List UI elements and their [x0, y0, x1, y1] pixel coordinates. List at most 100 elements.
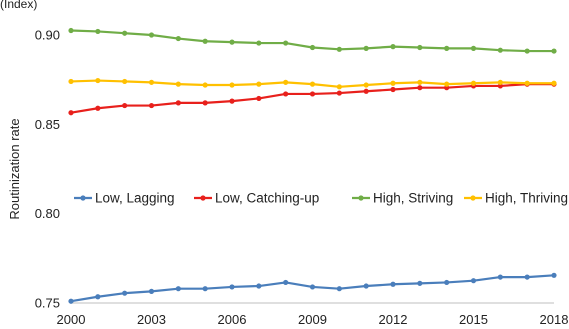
data-point: [551, 272, 557, 278]
data-point: [229, 284, 235, 290]
data-point: [444, 85, 450, 91]
data-point: [390, 86, 396, 93]
data-point: [229, 98, 235, 104]
data-point: [256, 40, 262, 46]
data-point: [390, 281, 396, 287]
legend-swatch-marker: [470, 195, 476, 201]
legend-label: High, Striving: [373, 191, 453, 206]
data-point: [283, 279, 289, 286]
series-low-lagging: [68, 272, 557, 304]
data-point: [95, 105, 101, 111]
series-high-striving: [68, 27, 557, 54]
data-point: [283, 40, 289, 46]
data-point: [497, 83, 503, 89]
data-point: [444, 279, 450, 286]
y-tick-label: 0.75: [35, 296, 60, 311]
data-point: [229, 82, 235, 88]
data-point: [202, 82, 208, 88]
data-point: [524, 274, 530, 280]
data-point: [363, 283, 369, 289]
data-point: [122, 30, 128, 36]
data-point: [175, 286, 181, 292]
x-tick-label: 2018: [540, 312, 569, 327]
data-point: [256, 283, 262, 289]
data-point: [497, 274, 503, 280]
series-line: [70, 83, 554, 114]
data-point: [68, 110, 74, 116]
data-point: [444, 45, 450, 52]
series-layer: [68, 27, 557, 304]
data-point: [122, 290, 128, 296]
data-point: [148, 102, 155, 109]
data-point: [470, 45, 477, 52]
data-point: [363, 82, 369, 88]
data-point: [551, 48, 557, 54]
data-point: [202, 100, 208, 106]
data-point: [336, 286, 342, 292]
data-point: [175, 81, 181, 87]
y-tick-label: 0.80: [35, 206, 60, 221]
data-point: [148, 32, 155, 38]
data-point: [95, 77, 101, 84]
data-point: [470, 80, 477, 86]
x-tick-label: 2003: [137, 312, 166, 327]
x-tick-label: 2000: [57, 312, 86, 327]
data-point: [417, 280, 423, 286]
data-point: [175, 35, 181, 42]
data-point: [283, 79, 289, 85]
legend-swatch-marker: [80, 195, 86, 201]
data-point: [309, 91, 316, 97]
legend-label: High, Thriving: [485, 191, 568, 206]
data-point: [148, 288, 155, 294]
data-point: [256, 81, 262, 87]
data-point: [175, 100, 181, 106]
data-point: [417, 44, 423, 51]
data-point: [417, 79, 423, 85]
data-point: [68, 78, 74, 85]
data-point: [309, 44, 316, 51]
data-point: [497, 79, 503, 85]
x-tick-label: 2006: [218, 312, 247, 327]
data-point: [551, 80, 557, 86]
legend-item: High, Striving: [352, 191, 453, 206]
legend: Low, Lagging Low, Catching-up High, Strivi…: [74, 191, 568, 206]
legend-label: Low, Catching-up: [215, 191, 319, 206]
data-point: [68, 27, 74, 34]
legend-swatch-marker: [200, 195, 206, 201]
y-tick-label: 0.90: [35, 28, 60, 43]
data-point: [148, 79, 155, 85]
data-point: [95, 294, 101, 300]
data-point: [309, 284, 316, 290]
data-point: [524, 80, 530, 86]
data-point: [229, 39, 235, 45]
data-point: [470, 278, 477, 284]
legend-swatch-marker: [358, 195, 364, 201]
y-tick-label: 0.85: [35, 117, 60, 132]
data-point: [524, 48, 530, 54]
data-point: [202, 286, 208, 292]
data-point: [122, 102, 128, 109]
data-point: [256, 95, 262, 102]
data-point: [309, 81, 316, 87]
data-point: [283, 91, 289, 97]
data-point: [336, 84, 342, 90]
legend-item: High, Thriving: [464, 191, 568, 206]
series-low-catching-up: [68, 81, 557, 116]
data-point: [122, 78, 128, 85]
axes: 0.75 0.80 0.85 0.90 2000 2003 2006 2009 2012 2015…: [35, 28, 569, 328]
corner-text-fragment: (Index): [0, 0, 37, 11]
x-tick-label: 2012: [379, 312, 408, 327]
data-point: [390, 44, 396, 50]
data-point: [390, 80, 396, 86]
data-point: [336, 46, 342, 52]
data-point: [336, 90, 342, 96]
legend-label: Low, Lagging: [95, 191, 175, 206]
data-point: [68, 298, 74, 304]
legend-item: Low, Lagging: [74, 191, 175, 206]
series-high-thriving: [68, 77, 557, 90]
data-point: [363, 88, 369, 94]
data-point: [202, 38, 208, 44]
x-tick-label: 2009: [298, 312, 327, 327]
legend-item: Low, Catching-up: [194, 191, 319, 206]
